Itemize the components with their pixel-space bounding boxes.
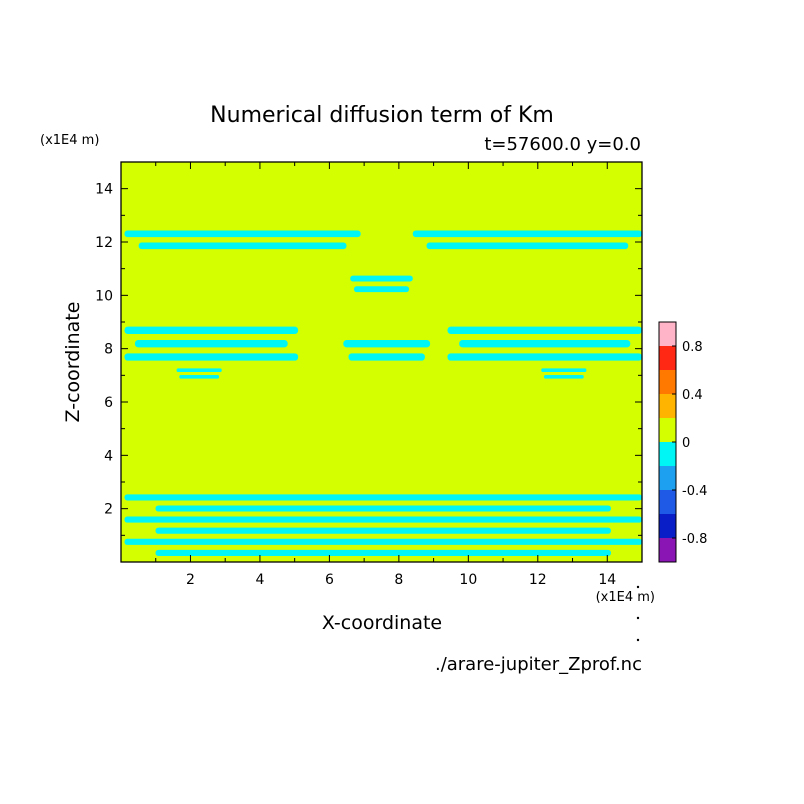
colorbar-tick-label: -0.4 [682, 484, 707, 499]
marker-dot [636, 585, 640, 589]
negative-patch-stripe [124, 353, 299, 361]
colorbar-segment [659, 490, 676, 514]
colorbar-segment [659, 394, 676, 418]
marker-dot [636, 616, 640, 620]
negative-patch-stripe [134, 340, 288, 348]
negative-patch [541, 368, 587, 379]
negative-patch [124, 494, 643, 556]
negative-patch-stripe [155, 527, 611, 534]
negative-patch [124, 230, 361, 250]
x-tick-label: 12 [529, 572, 547, 588]
colorbar-segment [659, 370, 676, 394]
negative-patch-stripe [124, 494, 643, 501]
colorbar-segment [659, 466, 676, 490]
y-axis-label: Z-coordinate [62, 302, 84, 423]
y-axis-ticks: 2 4 6 8 10 12 14 [95, 182, 642, 536]
negative-patch-stripe [155, 549, 611, 556]
colorbar-tick-label: 0 [682, 436, 690, 451]
colorbar-segment [659, 442, 676, 466]
negative-patch [350, 275, 413, 293]
y-tick-label: 14 [95, 182, 113, 198]
negative-patch-stripe [447, 353, 642, 361]
negative-patch-stripe [348, 353, 425, 361]
y-tick-label: 2 [104, 502, 113, 518]
colorbar-tick-label: 0.4 [682, 388, 703, 403]
negative-patch-stripe [459, 340, 631, 348]
negative-patch-stripe [124, 516, 643, 523]
negative-patch [343, 340, 431, 361]
y-tick-label: 10 [95, 288, 113, 304]
colorbar-segment [659, 538, 676, 562]
y-tick-label: 8 [104, 342, 113, 358]
colorbar-tick-label: -0.8 [682, 532, 707, 547]
x-tick-label: 10 [459, 572, 477, 588]
x-axis-label: X-coordinate [322, 612, 442, 634]
colorbar-tick-label: 0.8 [682, 340, 703, 355]
negative-patch-stripe [124, 538, 643, 545]
colorbar-segment [659, 514, 676, 538]
negative-patch [412, 230, 642, 250]
x-axis-ticks: 2 4 6 8 10 12 14 [155, 162, 616, 588]
negative-patch-stripe [176, 368, 222, 372]
x-tick-label: 2 [186, 572, 195, 588]
colorbar-segment [659, 322, 676, 346]
x-tick-label: 6 [325, 572, 334, 588]
x-tick-label: 14 [598, 572, 616, 588]
negative-patches [124, 230, 643, 556]
plot-area: 2 4 6 8 10 12 14 2 4 6 8 10 12 14 [95, 161, 643, 588]
colorbar-segment [659, 418, 676, 442]
negative-patch [124, 326, 299, 361]
x-tick-label: 8 [394, 572, 403, 588]
negative-patch-stripe [124, 326, 299, 334]
negative-patch-stripe [426, 242, 629, 250]
negative-patch-stripe [155, 505, 611, 512]
x-scale-label: (x1E4 m) [596, 590, 655, 605]
y-tick-label: 6 [104, 395, 113, 411]
plot-frame [120, 161, 643, 563]
negative-patch-stripe [353, 286, 410, 293]
background-field [121, 162, 642, 562]
negative-patch-stripe [138, 242, 347, 250]
negative-patch-stripe [541, 368, 587, 372]
chart-title: Numerical diffusion term of Km [210, 103, 554, 128]
marker-dot [636, 638, 640, 642]
negative-patch-stripe [124, 230, 361, 238]
negative-patch [447, 326, 642, 361]
y-tick-label: 12 [95, 235, 113, 251]
x-tick-label: 4 [255, 572, 264, 588]
negative-patch-stripe [447, 326, 642, 334]
negative-patch-stripe [350, 275, 413, 282]
source-file-label: ./arare-jupiter_Zprof.nc [435, 654, 642, 675]
colorbar-segment [659, 346, 676, 370]
negative-patch-stripe [179, 375, 220, 379]
y-scale-label: (x1E4 m) [40, 133, 99, 148]
y-tick-label: 4 [104, 448, 113, 464]
negative-patch [176, 368, 222, 379]
chart-subtitle: t=57600.0 y=0.0 [484, 134, 641, 155]
negative-patch-stripe [343, 340, 431, 348]
negative-patch-stripe [412, 230, 642, 238]
colorbar: -0.8 -0.4 0 0.4 0.8 [658, 321, 707, 563]
negative-patch-stripe [543, 375, 584, 379]
